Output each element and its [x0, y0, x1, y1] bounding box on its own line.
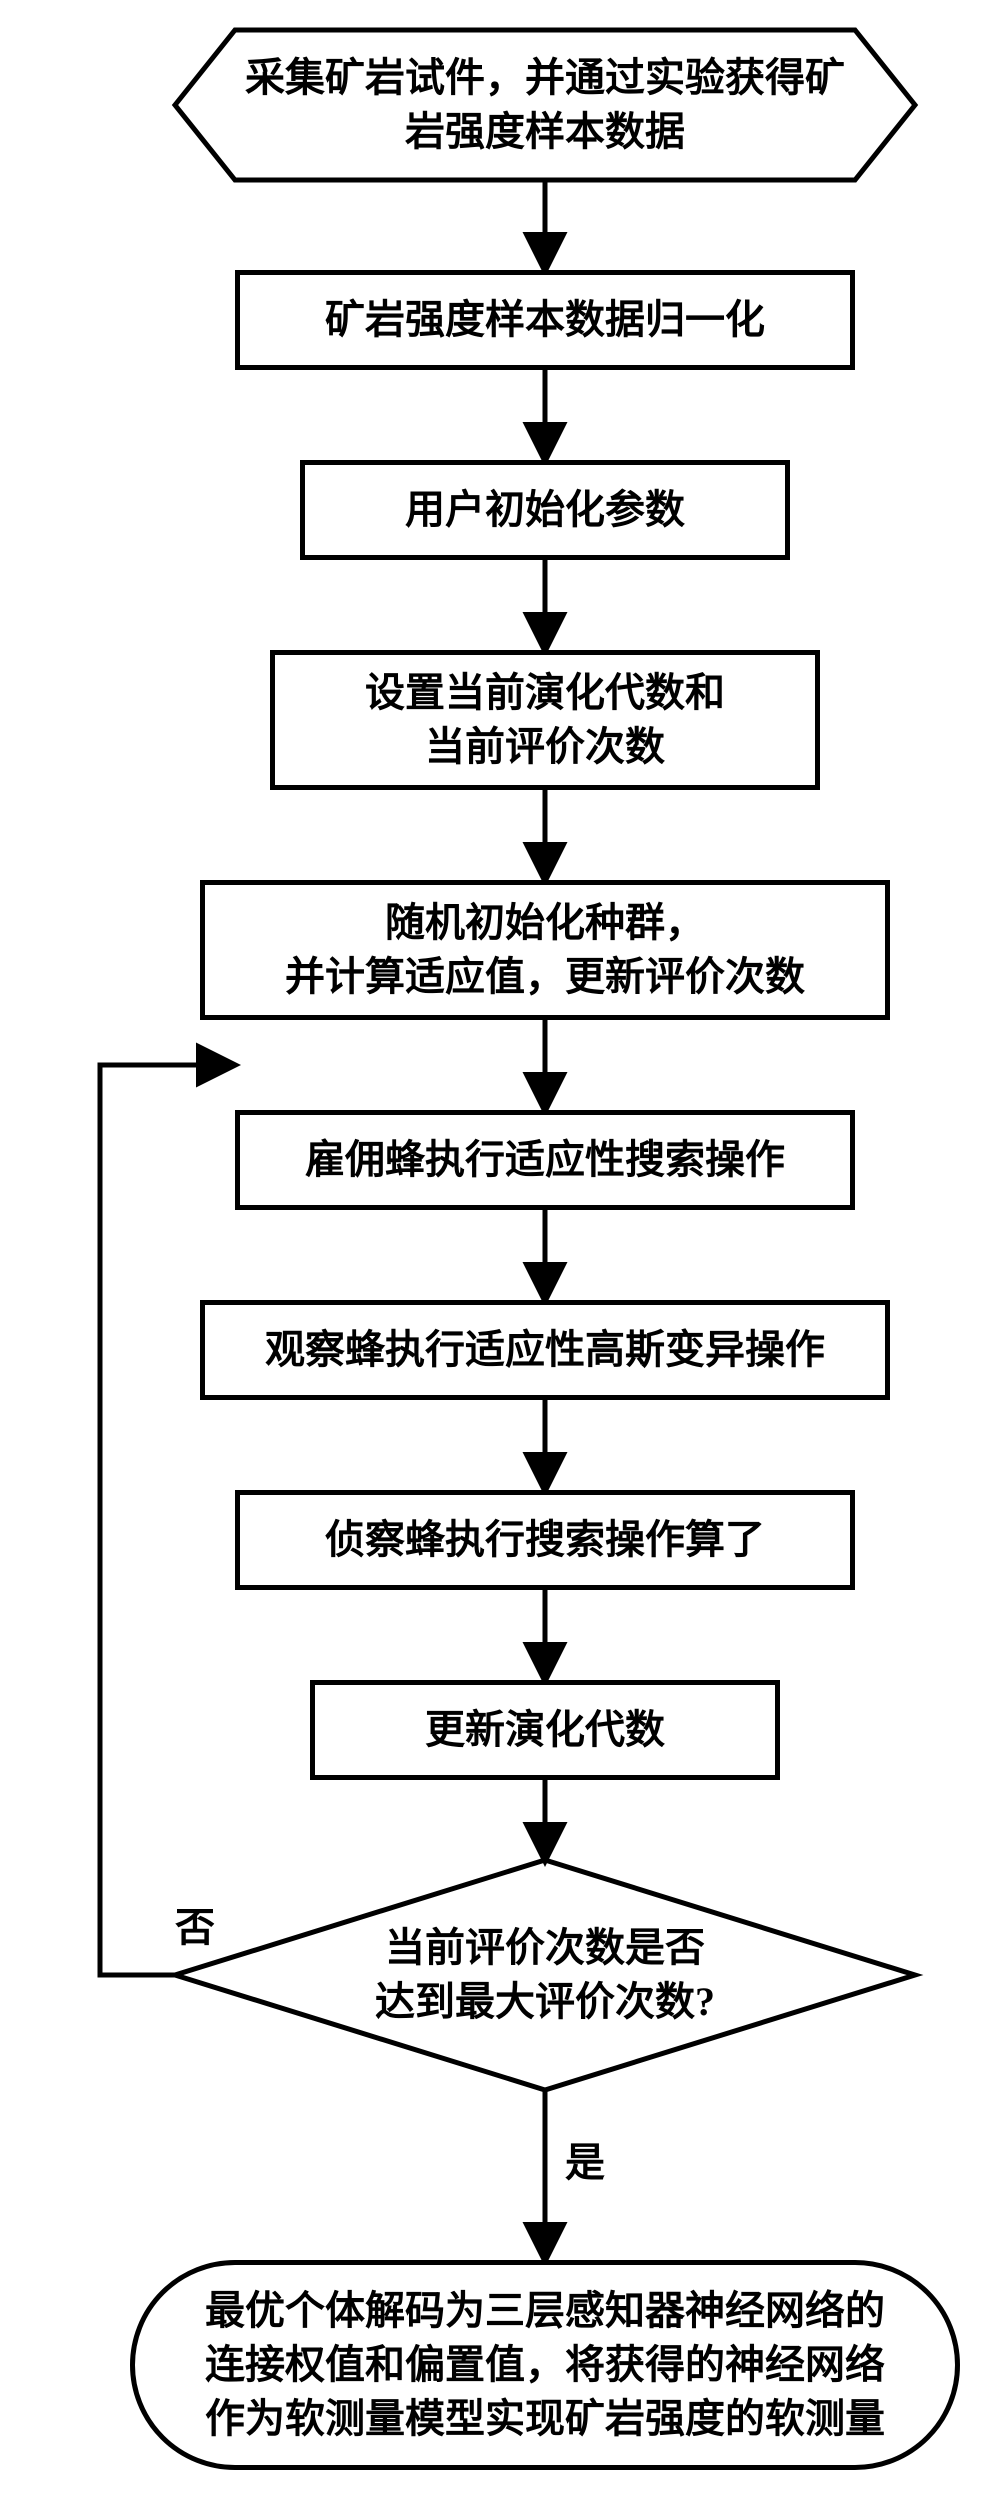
step-init-population: 随机初始化种群， 并计算适应值，更新评价次数 [200, 880, 890, 1020]
connectors-layer [0, 0, 989, 2519]
end-l1: 最优个体解码为三层感知器神经网络的 [205, 2288, 885, 2333]
step-employed-bee: 雇佣蜂执行适应性搜索操作 [235, 1110, 855, 1210]
step-init-params: 用户初始化参数 [300, 460, 790, 560]
decision-l1: 当前评价次数是否 [385, 1925, 705, 1970]
step-normalize-text: 矿岩强度样本数据归一化 [325, 293, 765, 347]
step-set-generation-l1: 设置当前演化代数和 [365, 670, 725, 715]
start-node: 采集矿岩试件，并通过实验获得矿 岩强度样本数据 [175, 30, 915, 180]
arrow-loop-no [100, 1065, 232, 1975]
step-set-generation: 设置当前演化代数和 当前评价次数 [270, 650, 820, 790]
step-normalize: 矿岩强度样本数据归一化 [235, 270, 855, 370]
step-set-generation-l2: 当前评价次数 [425, 724, 665, 769]
step-init-population-l2: 并计算适应值，更新评价次数 [285, 954, 805, 999]
step-onlooker-bee-text: 观察蜂执行适应性高斯变异操作 [265, 1323, 825, 1377]
start-line2: 岩强度样本数据 [405, 109, 685, 154]
step-update-generation: 更新演化代数 [310, 1680, 780, 1780]
start-line1: 采集矿岩试件，并通过实验获得矿 [245, 55, 845, 100]
step-init-params-text: 用户初始化参数 [405, 483, 685, 537]
step-onlooker-bee: 观察蜂执行适应性高斯变异操作 [200, 1300, 890, 1400]
step-employed-bee-text: 雇佣蜂执行适应性搜索操作 [305, 1133, 785, 1187]
decision-node: 当前评价次数是否 达到最大评价次数? [275, 1905, 815, 2045]
step-update-generation-text: 更新演化代数 [425, 1703, 665, 1757]
decision-l2: 达到最大评价次数? [375, 1979, 715, 2024]
step-scout-bee: 侦察蜂执行搜索操作算了 [235, 1490, 855, 1590]
flowchart-canvas: 采集矿岩试件，并通过实验获得矿 岩强度样本数据 矿岩强度样本数据归一化 用户初始… [0, 0, 989, 2519]
step-scout-bee-text: 侦察蜂执行搜索操作算了 [325, 1513, 765, 1567]
label-yes: 是 [565, 2130, 605, 2188]
end-l3: 作为软测量模型实现矿岩强度的软测量 [205, 2396, 885, 2441]
label-no: 否 [175, 1895, 215, 1953]
end-l2: 连接权值和偏置值，将获得的神经网络 [205, 2342, 885, 2387]
step-init-population-l1: 随机初始化种群， [385, 900, 705, 945]
end-node: 最优个体解码为三层感知器神经网络的 连接权值和偏置值，将获得的神经网络 作为软测… [130, 2260, 960, 2470]
